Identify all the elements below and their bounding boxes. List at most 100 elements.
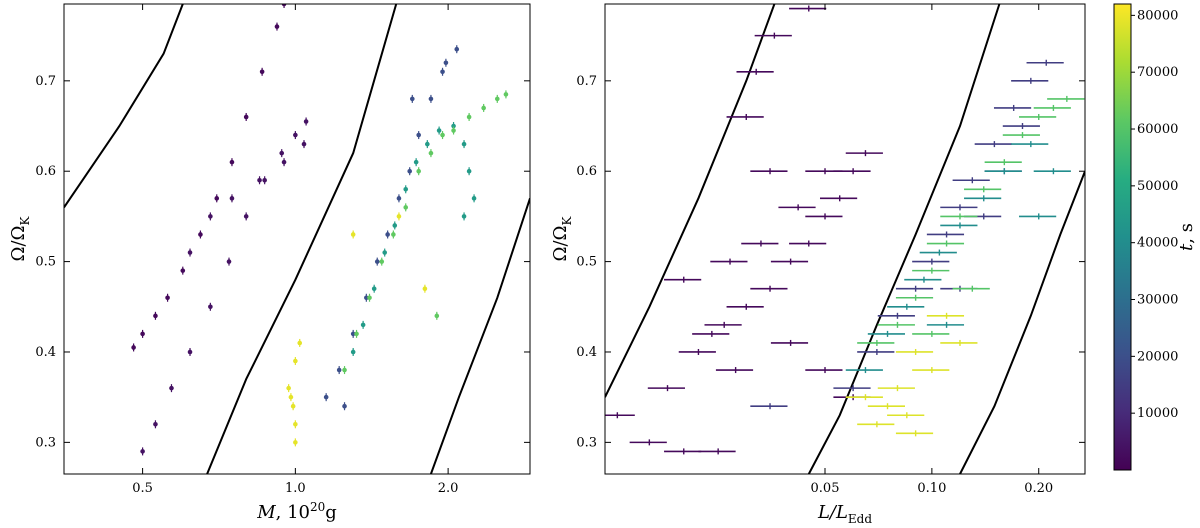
right-data-point [789,5,827,12]
right-data-point [698,448,736,455]
left-data-point [466,112,472,121]
right-data-point [1033,104,1071,111]
right-reference-curve-1 [605,4,776,398]
right-data-point [857,339,895,346]
right-data-point [845,150,883,157]
right-data-point [940,204,978,211]
right-x-label-main: L/L [817,502,848,523]
right-data-point [726,303,764,310]
left-data-point [229,158,235,167]
right-data-point [692,330,730,337]
left-data-point [409,94,415,103]
right-data-point [984,168,1022,175]
right-axis-ticks: 0.05 0.10 0.20 0.3 0.4 0.5 0.6 0.7 [576,4,1085,496]
right-data-point [678,348,716,355]
right-data-point [895,348,934,355]
right-data-point [940,213,978,220]
right-y-tick-label: 0.4 [576,345,597,360]
right-data-point [1047,95,1085,102]
left-data-point [382,248,388,257]
left-data-point [454,45,460,54]
right-data-point [1026,59,1064,66]
colorbar-tick-label: 10000 [1137,406,1178,421]
right-y-tick-label: 0.3 [576,435,597,450]
right-y-label-sub: K [560,216,574,226]
left-data-point [425,140,430,149]
left-data-point [140,329,145,338]
right-data-point [1011,141,1049,148]
left-data-point [403,185,409,194]
left-data-point [153,420,158,429]
right-data-point [789,240,827,247]
right-data-point [845,367,883,374]
right-data-point [926,312,965,319]
left-y-tick-label: 0.7 [35,74,56,89]
right-panel: 0.05 0.10 0.20 0.3 0.4 0.5 0.6 0.7 L/LEdd Ω/ΩK [550,3,1086,526]
right-data-point [877,321,915,328]
left-data-point [208,302,213,311]
right-reference-curves [605,4,1085,474]
right-data-point [919,249,957,256]
left-data-point [466,167,472,176]
left-y-label-sub: K [18,216,32,226]
colorbar-gradient [1114,4,1131,470]
colorbar: 10000 20000 30000 40000 50000 60000 70000 80000… [1113,3,1197,471]
left-reference-curves [64,4,530,474]
left-data-point [208,212,213,221]
right-x-tick-label: 0.10 [917,481,946,496]
right-data-point [845,394,883,401]
colorbar-ticks: 10000 20000 30000 40000 50000 60000 70000 80000 [1131,8,1178,421]
left-data-point [403,203,409,212]
right-data-point [1019,213,1057,220]
right-x-tick-label: 0.05 [811,481,840,496]
left-data-point [428,149,434,158]
right-data-point [895,430,934,437]
right-data-point [964,195,1002,202]
right-data-point [912,330,950,337]
left-data-point [281,4,287,8]
left-data-point [494,94,500,103]
right-data-point [1011,77,1049,84]
right-data-point [895,294,934,301]
left-data-point [169,384,174,393]
left-data-point [436,126,442,135]
left-y-tick-label: 0.3 [35,435,56,450]
left-data-point [290,402,296,411]
right-data-point [877,385,915,392]
left-data-point [281,158,287,167]
left-data-point [416,167,421,176]
right-data-point [877,312,915,319]
right-data-point [778,204,816,211]
left-data-point [342,402,347,411]
left-data-point [259,67,265,76]
colorbar-tick-label: 70000 [1137,65,1178,80]
left-plot-frame [63,3,531,475]
colorbar-label-rest: , s [1176,223,1197,244]
left-data-point [286,384,291,393]
left-reference-curve-2 [206,4,398,474]
right-data-point [754,32,792,39]
right-data-point [664,276,702,283]
colorbar-tick-label: 60000 [1137,122,1178,137]
left-data-point [257,176,262,185]
right-data-point [904,276,942,283]
right-data-point [629,439,667,446]
left-data-point [293,420,298,429]
right-data-point [741,240,779,247]
left-data-point [471,194,477,203]
left-data-point [293,131,298,140]
right-data-point [926,240,965,247]
left-data-point [297,338,303,347]
left-data-point [385,230,390,239]
left-data-point [451,126,456,135]
left-data-point [187,248,193,257]
left-axis-ticks: 0.5 1.0 2.0 0.3 0.4 0.5 0.6 0.7 [35,4,530,496]
left-data-point [279,149,285,158]
left-data-point [303,117,309,126]
left-data-point [374,257,380,266]
left-x-label-unit: g [325,502,337,523]
left-y-label-main: Ω/Ω [8,226,29,262]
left-x-tick-label: 0.5 [132,481,153,496]
left-x-tick-label: 2.0 [438,481,459,496]
